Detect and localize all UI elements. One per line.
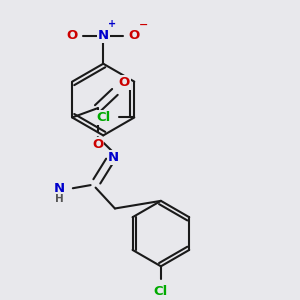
Text: +: + — [108, 19, 116, 29]
Text: O: O — [66, 29, 78, 42]
Text: N: N — [98, 29, 109, 42]
Text: H: H — [55, 194, 64, 204]
Text: Cl: Cl — [97, 111, 111, 124]
Text: O: O — [129, 29, 140, 42]
Text: O: O — [92, 138, 103, 151]
Text: O: O — [118, 76, 130, 89]
Text: N: N — [54, 182, 65, 195]
Text: −: − — [139, 20, 148, 30]
Text: Cl: Cl — [154, 285, 168, 298]
Text: N: N — [108, 151, 119, 164]
